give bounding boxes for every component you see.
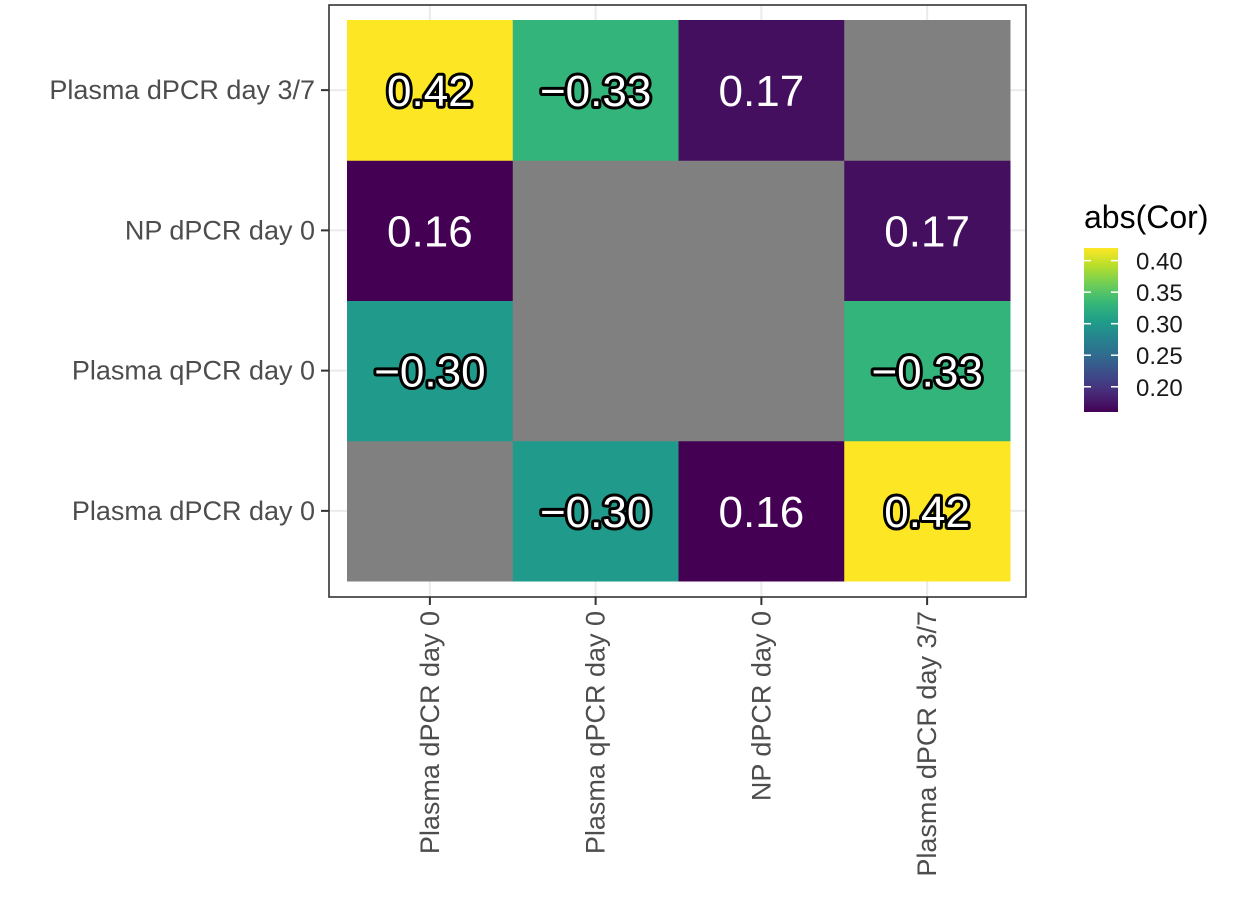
heatmap-cell — [347, 20, 514, 161]
legend-tick-label: 0.35 — [1136, 280, 1183, 307]
legend-tick-label: 0.40 — [1136, 249, 1183, 276]
legend-tick-label: 0.20 — [1136, 375, 1183, 402]
heatmap-cell — [512, 300, 679, 442]
cell-value-label: −0.33 — [871, 348, 982, 397]
heatmap-cell — [678, 440, 845, 582]
y-tick-label: NP dPCR day 0 — [125, 215, 315, 245]
y-axis: Plasma dPCR day 0 Plasma qPCR day 0 NP dPC… — [49, 75, 329, 526]
legend-tick-label: 0.25 — [1136, 343, 1183, 370]
legend-colorbar — [1084, 248, 1118, 412]
cell-value-label: 0.16 — [387, 207, 473, 256]
heatmap-cell — [512, 160, 679, 301]
x-tick-label: NP dPCR day 0 — [746, 611, 776, 801]
heatmap-cell — [512, 20, 679, 161]
heatmap-cell — [347, 160, 514, 301]
panel-border — [328, 4, 1027, 598]
cell-value-label: −0.33 — [540, 67, 651, 116]
cell-value-label: 0.42 — [884, 488, 970, 537]
cell-value-label: 0.17 — [719, 67, 805, 116]
heatmap-cell — [347, 300, 514, 442]
y-tick-label: Plasma dPCR day 0 — [72, 496, 315, 526]
legend-tick-label: 0.30 — [1136, 312, 1183, 339]
x-axis: Plasma dPCR day 0 Plasma qPCR day 0 NP dPC… — [415, 597, 942, 877]
y-tick-label: Plasma dPCR day 3/7 — [49, 75, 315, 105]
legend-title: abs(Cor) — [1084, 199, 1208, 235]
y-tick-label: Plasma qPCR day 0 — [72, 356, 315, 386]
heatmap-cell — [347, 440, 514, 582]
heatmap-cell — [844, 300, 1011, 442]
heatmap-cell — [844, 160, 1011, 301]
heatmap-cell — [512, 440, 679, 582]
heatmap-cell — [844, 20, 1011, 161]
cell-value-label: 0.42 — [387, 67, 473, 116]
x-tick-label: Plasma dPCR day 0 — [415, 611, 445, 854]
x-tick-label: Plasma qPCR day 0 — [581, 611, 611, 854]
heatmap-cell — [678, 300, 845, 442]
color-legend: abs(Cor) 0.40 0.35 0.30 0.25 0.20 — [1084, 199, 1208, 412]
cell-value-label: 0.16 — [719, 488, 805, 537]
heatmap-cell — [844, 440, 1011, 582]
cell-value-label: −0.30 — [540, 488, 651, 537]
heatmap-cell-labels: −0.30 0.16 0.42 −0.30 −0.33 0.16 0.17 0.42 −0.33… — [371, 64, 986, 540]
heatmap-cell — [678, 160, 845, 301]
heatmap-cell — [678, 20, 845, 161]
x-tick-label: Plasma dPCR day 3/7 — [912, 611, 942, 877]
heatmap-cells — [347, 20, 1011, 582]
cell-value-label: −0.30 — [374, 348, 485, 397]
cell-value-label: 0.17 — [884, 207, 970, 256]
